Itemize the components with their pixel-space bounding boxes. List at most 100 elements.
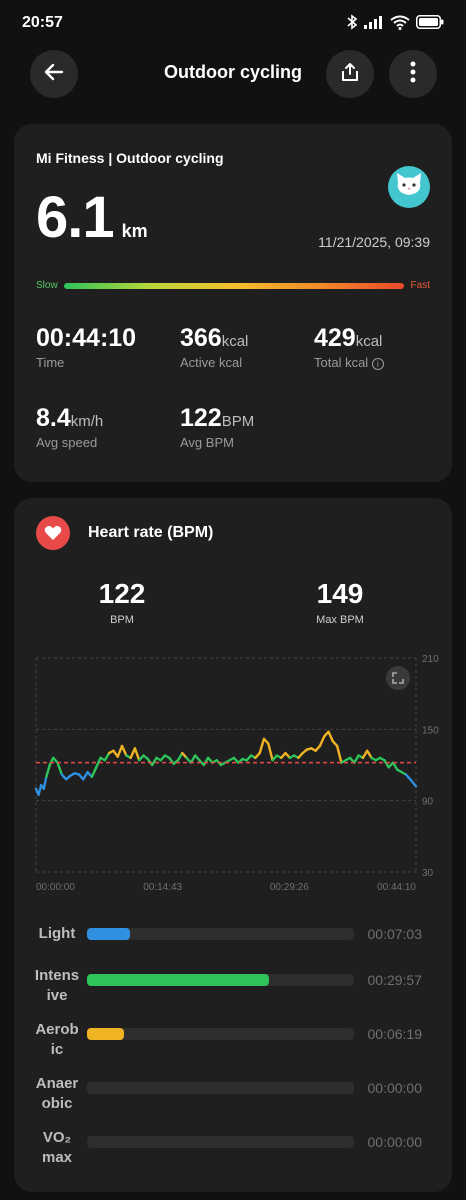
summary-card: Mi Fitness | Outdoor cycling 6.1 km 11/21… — [14, 124, 452, 482]
share-icon — [339, 61, 361, 88]
hr-line-segment — [361, 749, 369, 760]
zone-time: 00:00:00 — [367, 1134, 423, 1150]
hr-line-segment — [176, 751, 184, 762]
source-label: Mi Fitness | Outdoor cycling — [36, 150, 224, 166]
expand-button-bg — [386, 666, 410, 690]
zone-fill — [87, 974, 269, 986]
zone-label: Intens ive — [34, 967, 80, 1004]
y-tick-label: 90 — [422, 797, 434, 808]
hr-line-segment — [116, 744, 124, 758]
y-tick-label: 210 — [422, 654, 439, 665]
avg-bpm-value: 122 — [98, 578, 146, 609]
speed-gradient-bar — [64, 283, 404, 289]
zone-row-light: Light 00:07:03 — [14, 920, 452, 970]
x-tick-label: 00:14:43 — [143, 882, 182, 893]
stat-unit: kcal — [355, 333, 383, 350]
stat-value: 429 — [314, 324, 356, 352]
zone-time: 00:07:03 — [367, 926, 423, 942]
stat-label: Avg BPM — [180, 435, 234, 450]
wifi-icon — [390, 15, 410, 35]
x-tick-label: 00:00:00 — [36, 882, 75, 893]
avatar[interactable] — [388, 166, 430, 208]
hr-line-segment — [56, 761, 64, 776]
max-bpm-label: Max BPM — [316, 614, 364, 626]
stat-value: 122 — [180, 404, 222, 432]
zone-row-intensive: Intens ive 00:29:57 — [14, 960, 452, 1010]
zone-time: 00:29:57 — [367, 972, 423, 988]
hr-line-segment — [37, 784, 43, 796]
hr-line-segment — [189, 754, 197, 764]
workout-datetime: 11/21/2025, 09:39 — [318, 234, 430, 250]
signal-icon — [364, 15, 384, 34]
back-button[interactable] — [30, 50, 78, 98]
stat-unit: kcal — [221, 333, 249, 350]
heart-rate-title: Heart rate (BPM) — [88, 524, 214, 541]
zone-label: Aerob ic — [35, 1021, 79, 1058]
y-tick-label: 30 — [422, 868, 434, 879]
hr-line-segment — [133, 747, 141, 762]
bluetooth-icon — [346, 14, 358, 35]
hr-line-segment — [318, 735, 326, 748]
stat-unit: BPM — [221, 413, 255, 430]
stat-avg-bpm: 122BPM Avg BPM — [180, 404, 254, 450]
distance-value: 6.1 — [36, 185, 115, 250]
y-tick-label: 150 — [422, 725, 439, 736]
share-button[interactable] — [326, 50, 374, 98]
hr-line-segment — [120, 744, 128, 757]
stat-time: 00:44:10 Time — [36, 324, 136, 370]
hr-line-segment — [90, 766, 98, 779]
back-arrow-icon — [42, 60, 66, 89]
expand-icon — [392, 672, 404, 684]
x-tick-label: 00:29:26 — [270, 882, 309, 893]
distance: 6.1 km — [36, 184, 148, 251]
avg-bpm-label: BPM — [110, 614, 134, 626]
hr-line-segment — [267, 742, 274, 762]
cat-avatar-icon — [394, 171, 424, 204]
zone-row-aerobic: Aerob ic 00:06:19 — [14, 1014, 452, 1064]
stat-value: 00:44:10 — [36, 324, 137, 352]
zone-label: Light — [38, 925, 76, 942]
stat-avg-speed: 8.4km/h Avg speed — [36, 404, 103, 450]
zone-track — [87, 974, 354, 986]
status-time: 20:57 — [22, 14, 63, 31]
hr-line-segment — [129, 747, 137, 760]
max-bpm-value: 149 — [316, 578, 364, 609]
stat-unit: km/h — [70, 413, 104, 430]
zone-row-vo2max: VO₂ max 00:00:00 — [14, 1122, 452, 1172]
avg-bpm: 122 BPM — [62, 578, 182, 626]
stat-label: Total kcal — [314, 355, 369, 370]
stat-value: 8.4 — [36, 404, 71, 432]
zone-track — [87, 1082, 354, 1094]
stat-value: 366 — [180, 324, 222, 352]
slow-label: Slow — [36, 280, 58, 291]
hr-line-segment — [409, 778, 418, 788]
zone-time: 00:06:19 — [367, 1026, 423, 1042]
zone-label: Anaer obic — [35, 1075, 79, 1112]
zone-track — [87, 928, 354, 940]
hr-line-segment — [391, 761, 399, 771]
hr-line-segment — [258, 737, 266, 755]
heart-rate-chart: 210 150 90 30 00:00:00 00:14:43 00:29:26 00:44:… — [34, 654, 439, 893]
info-icon[interactable]: i — [371, 358, 384, 370]
hr-line-segment — [202, 756, 210, 767]
page-title: Outdoor cycling — [163, 62, 302, 82]
x-tick-label: 00:44:10 — [377, 882, 416, 893]
hr-line-segment — [327, 730, 335, 743]
app-bar: Outdoor cycling — [0, 48, 466, 104]
battery-icon — [416, 15, 444, 34]
stat-active-kcal: 366kcal Active kcal — [180, 324, 248, 370]
stat-total-kcal: 429kcal Total kcal i — [314, 324, 384, 370]
hr-line-segment — [383, 759, 390, 769]
heart-icon — [36, 516, 70, 550]
hr-line-segment — [335, 744, 343, 764]
zone-fill — [87, 928, 130, 940]
hr-line-segment — [42, 775, 48, 790]
distance-unit: km — [121, 221, 148, 241]
more-button[interactable] — [389, 50, 437, 98]
zone-time: 00:00:00 — [367, 1080, 423, 1096]
status-icons — [346, 14, 444, 35]
fast-label: Fast — [410, 280, 430, 291]
expand-chart-button[interactable] — [386, 666, 410, 690]
max-bpm: 149 Max BPM — [280, 578, 400, 626]
hr-line-segment — [150, 756, 158, 767]
